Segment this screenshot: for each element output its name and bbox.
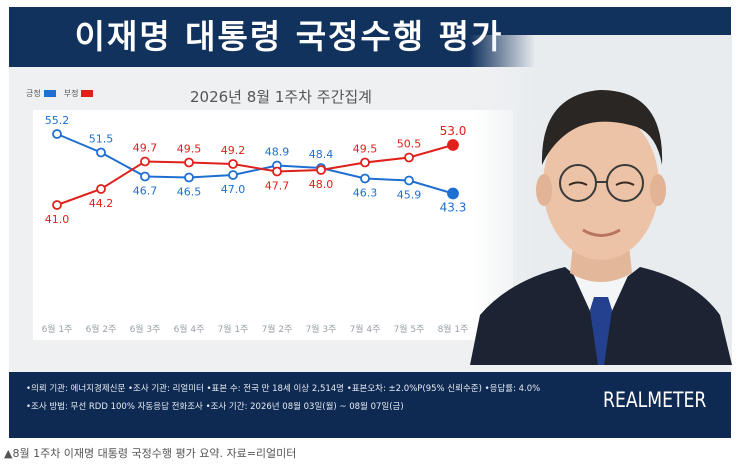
footer-survey-method: •조사 방법: 무선 RDD 100% 자동응답 전화조사 •조사 기간: 20… — [26, 402, 404, 412]
footer-banner — [9, 372, 731, 438]
line-chart: 6월 1주 6월 2주 6월 3주 6월 4주 7월 1주 7월 2주 7월 3주 7월 4주… — [42, 114, 469, 335]
positive-point — [360, 173, 370, 184]
negative-point — [140, 156, 150, 167]
negative-data-label: 50.5 — [397, 138, 422, 151]
positive-point — [184, 172, 194, 183]
positive-data-label: 55.2 — [45, 114, 70, 127]
positive-point — [96, 147, 106, 158]
negative-data-label: 49.5 — [353, 143, 378, 156]
negative-data-label: 41.0 — [45, 213, 70, 226]
negative-data-label: 49.7 — [133, 142, 158, 155]
positive-data-label: 43.3 — [440, 201, 467, 215]
positive-point — [404, 175, 414, 186]
positive-data-label: 51.5 — [89, 133, 114, 146]
positive-data-label: 46.3 — [353, 187, 378, 200]
positive-data-label: 46.5 — [177, 186, 202, 199]
portrait-image — [470, 35, 732, 365]
negative-point — [316, 165, 326, 175]
negative-data-label: 49.2 — [221, 144, 246, 157]
legend-negative-label: 부정 — [63, 88, 79, 98]
legend-negative-swatch — [81, 89, 94, 97]
image-caption: ▲8월 1주차 이재명 대통령 국정수행 평가 요약. 자료=리얼미터 — [4, 447, 297, 460]
negative-data-label: 48.0 — [309, 178, 334, 191]
negative-point — [272, 166, 282, 177]
positive-point — [447, 187, 459, 200]
series-line-negative — [56, 144, 454, 206]
negative-point — [404, 152, 414, 163]
x-tick-label: 6월 1주 — [42, 323, 73, 335]
x-tick-label: 7월 5주 — [394, 323, 425, 335]
negative-point — [228, 159, 238, 169]
chart-legend: 긍정 부정 — [26, 86, 101, 100]
negative-point — [96, 184, 106, 194]
x-tick-label: 7월 4주 — [350, 323, 381, 335]
negative-point — [447, 139, 459, 151]
legend-positive-swatch — [43, 89, 56, 97]
x-tick-label: 6월 2주 — [86, 323, 117, 335]
positive-data-label: 48.9 — [265, 146, 290, 159]
x-tick-label: 7월 2주 — [262, 323, 293, 335]
x-tick-label: 6월 4주 — [174, 323, 205, 335]
positive-point — [228, 170, 238, 180]
negative-point — [184, 157, 194, 168]
realmeter-logo: REALMETER — [603, 388, 707, 412]
positive-point — [140, 171, 150, 182]
negative-data-label: 44.2 — [89, 197, 114, 210]
series-line-positive — [56, 133, 454, 195]
positive-data-label: 47.0 — [221, 183, 246, 196]
x-tick-label: 7월 1주 — [218, 323, 249, 335]
negative-point — [360, 157, 370, 168]
footer-survey-info: •의뢰 기관: 에너지경제신문 •조사 기관: 리얼미터 •표본 수: 전국 만… — [26, 384, 541, 394]
legend-positive-label: 긍정 — [26, 88, 41, 98]
negative-data-label: 47.7 — [265, 180, 290, 193]
negative-data-label: 49.5 — [177, 143, 202, 156]
x-tick-label: 7월 3주 — [306, 323, 337, 335]
chart-subtitle: 2026년 8월 1주차 주간집계 — [190, 88, 372, 106]
negative-point — [52, 200, 62, 210]
x-tick-label: 6월 3주 — [130, 323, 161, 335]
header-title: 이재명 대통령 국정수행 평가 — [74, 17, 504, 56]
plot-area: 6월 1주 6월 2주 6월 3주 6월 4주 7월 1주 7월 2주 7월 3주 7월 4주… — [33, 110, 513, 340]
positive-data-label: 46.7 — [133, 185, 158, 198]
positive-data-label: 48.4 — [309, 148, 334, 161]
negative-data-label: 53.0 — [440, 124, 467, 138]
positive-point — [52, 129, 62, 139]
x-tick-label: 8월 1주 — [438, 323, 469, 335]
positive-data-label: 45.9 — [397, 189, 422, 202]
